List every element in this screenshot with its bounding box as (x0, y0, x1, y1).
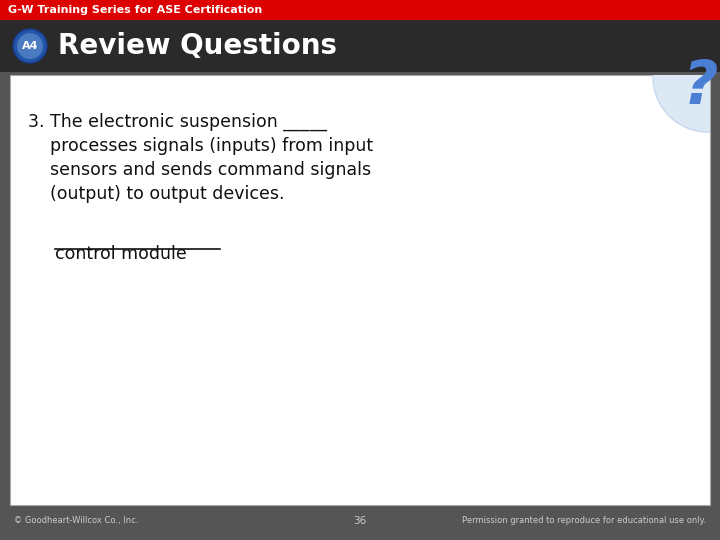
Text: 3. The electronic suspension _____: 3. The electronic suspension _____ (28, 113, 327, 131)
Circle shape (13, 29, 47, 63)
Text: sensors and sends command signals: sensors and sends command signals (28, 161, 371, 179)
Text: Permission granted to reproduce for educational use only.: Permission granted to reproduce for educ… (462, 516, 706, 525)
Text: Review Questions: Review Questions (58, 32, 337, 60)
FancyBboxPatch shape (0, 0, 720, 20)
Text: processes signals (inputs) from input: processes signals (inputs) from input (28, 137, 373, 155)
FancyBboxPatch shape (10, 75, 710, 505)
Text: ?: ? (683, 57, 718, 117)
Circle shape (653, 22, 720, 132)
Text: control module: control module (55, 245, 186, 263)
Text: A4: A4 (22, 41, 38, 51)
FancyBboxPatch shape (0, 20, 720, 72)
Text: © Goodheart-Willcox Co., Inc.: © Goodheart-Willcox Co., Inc. (14, 516, 138, 525)
Text: G-W Training Series for ASE Certification: G-W Training Series for ASE Certificatio… (8, 5, 262, 15)
Text: 36: 36 (354, 516, 366, 525)
Circle shape (17, 33, 43, 59)
Text: (output) to output devices.: (output) to output devices. (28, 185, 284, 203)
